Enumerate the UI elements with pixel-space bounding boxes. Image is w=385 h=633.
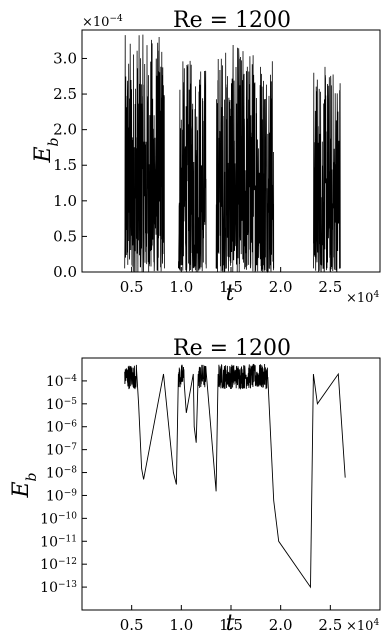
- y-tick-label: 0.5: [53, 227, 77, 245]
- x-tick-label: 0.5: [120, 616, 144, 633]
- y-tick-label: 10−8: [46, 466, 77, 482]
- y-tick-label: 0.0: [53, 263, 77, 281]
- x-tick-label: 0.5: [120, 278, 144, 296]
- y-tick-label: 10−5: [46, 397, 77, 413]
- bottom-plot-frame: [81, 357, 381, 611]
- x-axis-label: t: [226, 281, 235, 306]
- x-tick-label: 2.0: [269, 616, 293, 633]
- x-multiplier-label: ×104: [346, 290, 379, 306]
- y-tick-label: 2.0: [53, 121, 77, 139]
- x-tick-label: 1.0: [169, 278, 193, 296]
- y-tick-label: 3.0: [53, 49, 77, 67]
- y-axis-label: Eb: [9, 472, 40, 498]
- svg-text:t: t: [226, 611, 235, 633]
- svg-text:t: t: [226, 281, 235, 306]
- y-tick-label: 1.5: [53, 156, 77, 174]
- y-tick-label: 2.5: [53, 85, 77, 103]
- top-series: [124, 34, 341, 273]
- x-tick-label: 2.5: [318, 278, 342, 296]
- x-tick-label: 1.5: [219, 616, 243, 633]
- y-tick-label: 10−11: [40, 534, 77, 550]
- x-axis-label: t: [226, 611, 235, 633]
- y-tick-label: 10−12: [40, 557, 77, 573]
- top-ticks: 0.5 1.0 1.5 2.0 2.5 0.0 0.5 1.0 1.5 2.0 2.5 3.0: [53, 49, 342, 296]
- y-tick-label: 10−13: [40, 580, 77, 596]
- energy-burst-line: [215, 44, 275, 273]
- bottom-series: [124, 363, 346, 589]
- x-tick-label: 1.0: [169, 616, 193, 633]
- x-multiplier-label: ×104: [346, 618, 379, 633]
- bottom-ticks: 0.5 1.0 1.5 2.0 2.5 10−4 10−5 10−6 10−7 10−8 10−9 1…: [40, 374, 342, 633]
- x-tick-label: 1.5: [219, 278, 243, 296]
- chart-title: Re = 1200: [173, 8, 291, 33]
- y-multiplier-label: ×10−4: [82, 14, 123, 30]
- y-tick-label: 10−4: [46, 374, 77, 390]
- y-tick-label: 10−9: [46, 488, 77, 504]
- y-tick-label: 10−10: [40, 511, 77, 527]
- energy-log-line: [124, 363, 346, 589]
- energy-burst-line: [313, 66, 341, 272]
- energy-burst-line: [124, 34, 165, 272]
- y-tick-label: 10−6: [46, 420, 77, 436]
- y-tick-label: 10−7: [46, 443, 77, 459]
- svg-text:Eb: Eb: [9, 472, 40, 498]
- top-panel: Re = 1200 ×10−4 Eb t ×104 0.5 1.0 1.5 2.0 2.…: [31, 8, 381, 306]
- bottom-panel: Re = 1200 Eb t ×104 0.5 1.0 1.5 2.0 2.5 10−4 1…: [9, 336, 381, 633]
- y-tick-label: 1.0: [53, 192, 77, 210]
- x-tick-label: 2.5: [318, 616, 342, 633]
- energy-burst-line: [178, 60, 207, 273]
- chart-title: Re = 1200: [173, 336, 291, 361]
- x-tick-label: 2.0: [269, 278, 293, 296]
- top-plot-frame: [81, 29, 381, 273]
